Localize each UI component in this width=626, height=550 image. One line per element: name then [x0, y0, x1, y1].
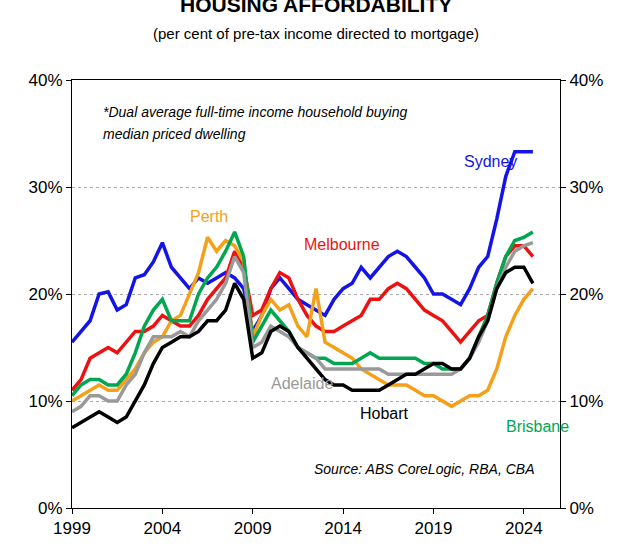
- svg-text:1999: 1999: [53, 519, 91, 538]
- svg-text:2019: 2019: [415, 519, 453, 538]
- svg-text:HOUSING AFFORDABILITY: HOUSING AFFORDABILITY: [180, 0, 452, 16]
- svg-text:*Dual average full-time income: *Dual average full-time income household…: [103, 104, 408, 120]
- svg-text:(per cent of pre-tax income di: (per cent of pre-tax income directed to …: [153, 25, 479, 42]
- svg-text:2014: 2014: [324, 519, 362, 538]
- svg-text:0%: 0%: [569, 499, 594, 518]
- svg-text:Adelaide: Adelaide: [271, 375, 333, 392]
- svg-text:10%: 10%: [569, 392, 603, 411]
- svg-text:Hobart: Hobart: [360, 405, 409, 422]
- svg-text:2024: 2024: [505, 519, 543, 538]
- svg-text:2004: 2004: [143, 519, 181, 538]
- svg-text:Melbourne: Melbourne: [304, 236, 380, 253]
- svg-text:Brisbane: Brisbane: [506, 418, 569, 435]
- svg-text:30%: 30%: [569, 178, 603, 197]
- svg-text:Sydney: Sydney: [464, 153, 517, 170]
- svg-text:20%: 20%: [29, 285, 63, 304]
- svg-text:Perth: Perth: [190, 208, 228, 225]
- svg-text:10%: 10%: [29, 392, 63, 411]
- svg-text:20%: 20%: [569, 285, 603, 304]
- svg-text:0%: 0%: [38, 499, 63, 518]
- svg-text:40%: 40%: [29, 71, 63, 90]
- svg-text:median priced dwelling: median priced dwelling: [103, 126, 246, 142]
- svg-text:40%: 40%: [569, 71, 603, 90]
- svg-text:30%: 30%: [29, 178, 63, 197]
- svg-text:2009: 2009: [234, 519, 272, 538]
- svg-text:Source: ABS CoreLogic, RBA, CB: Source: ABS CoreLogic, RBA, CBA: [314, 461, 534, 477]
